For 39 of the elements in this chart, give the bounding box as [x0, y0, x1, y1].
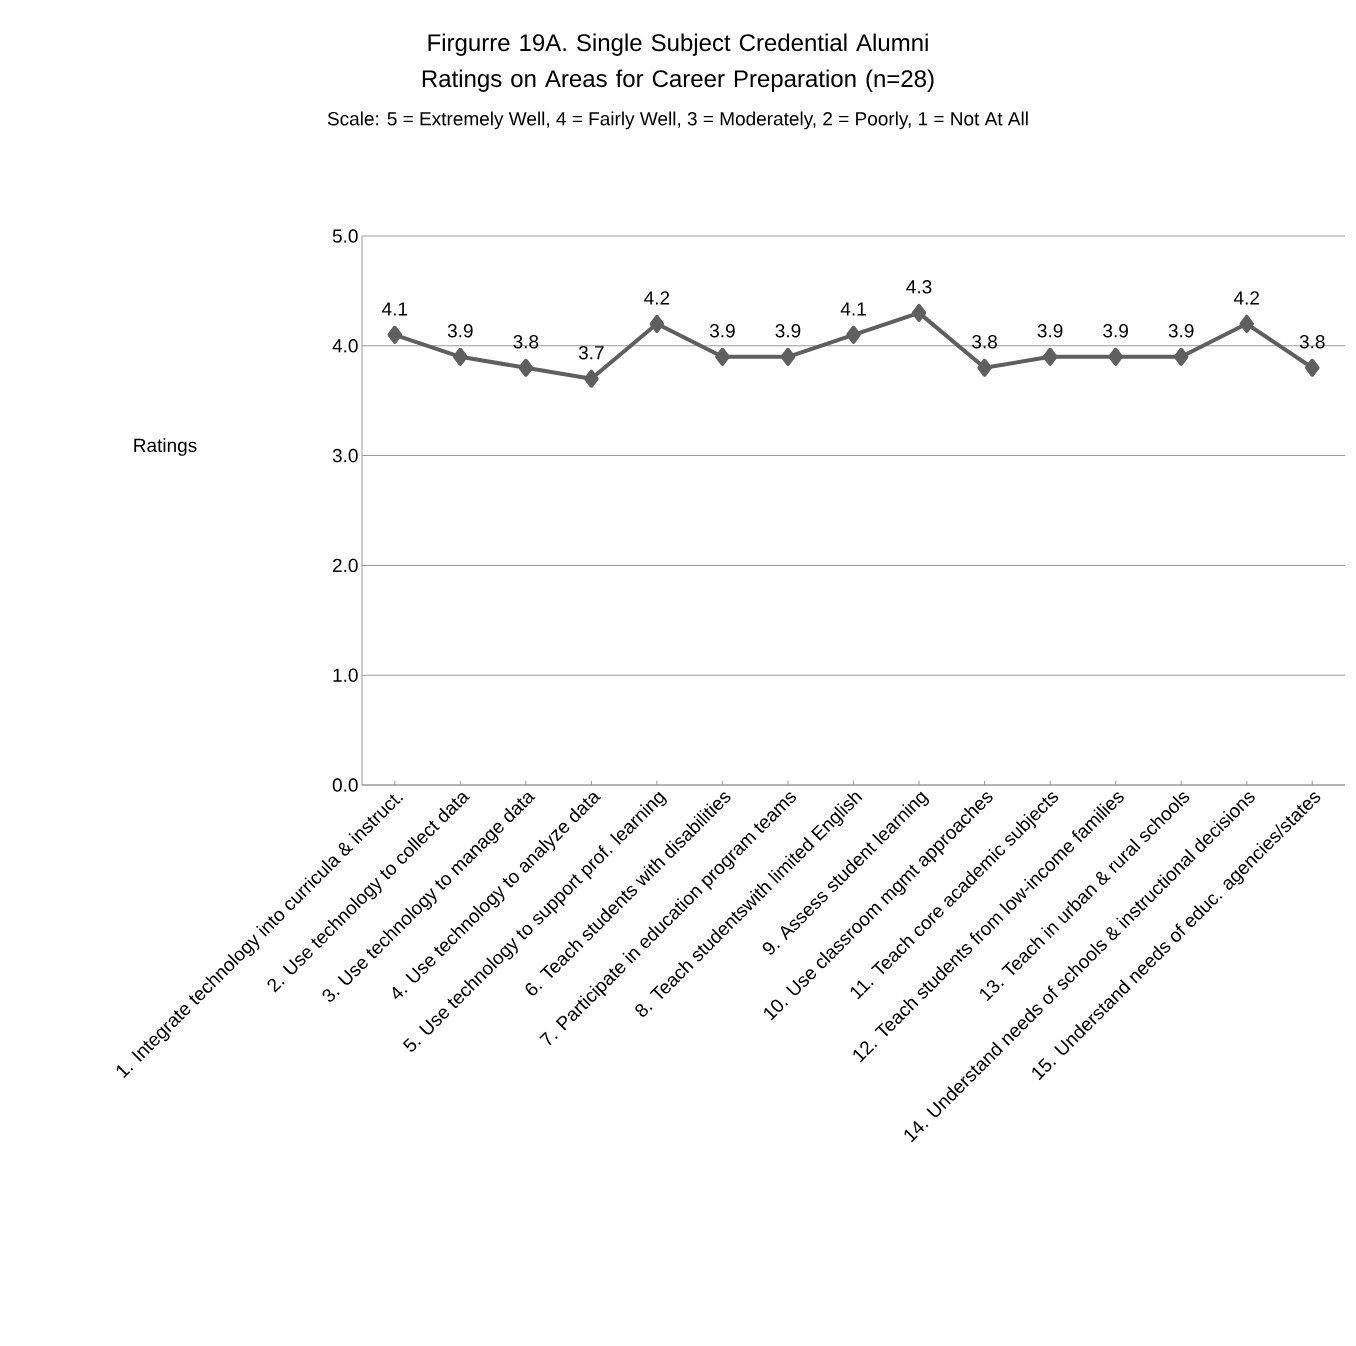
data-label: 3.9: [447, 323, 473, 338]
point: [977, 358, 992, 377]
point: [453, 347, 468, 366]
y-tick-label: 5.0: [332, 229, 358, 243]
point: [584, 369, 599, 388]
point: [1108, 347, 1123, 366]
data-label: 4.1: [382, 302, 408, 316]
point: [387, 325, 403, 344]
data-label: 3.9: [1037, 323, 1063, 338]
point: [1042, 347, 1058, 366]
chart-subtitle: Scale: 5 = Extremely Well, 4 = Fairly Well, 3 = Moderately, 2 = Poorly, 1 = Not At All: [327, 111, 1028, 130]
data-label: 3.8: [972, 334, 997, 349]
data-label: 3.9: [1103, 323, 1128, 338]
data-label: 3.9: [1168, 323, 1194, 338]
y-axis-title: Ratings: [134, 438, 197, 456]
y-tick-label: 4.0: [332, 339, 358, 353]
data-label: 4.1: [840, 302, 866, 316]
data-label: 3.8: [1299, 334, 1325, 349]
data-label: 3.9: [775, 323, 801, 338]
y-tick-label: 0.0: [332, 778, 358, 792]
point: [1305, 358, 1320, 377]
point: [649, 314, 665, 333]
point: [780, 347, 796, 366]
data-label: 3.7: [578, 345, 604, 360]
point: [518, 358, 534, 377]
point: [1173, 347, 1189, 366]
point: [846, 325, 861, 344]
data-label: 3.8: [513, 334, 539, 349]
data-label: 4.2: [644, 291, 670, 305]
y-tick-label: 3.0: [332, 448, 358, 463]
point: [715, 347, 730, 366]
y-tick-label: 1.0: [333, 668, 358, 682]
data-label: 3.9: [709, 323, 735, 338]
data-label: 4.2: [1233, 291, 1259, 305]
y-tick-label: 2.0: [333, 558, 358, 573]
point: [911, 303, 927, 322]
point: [1239, 314, 1254, 333]
chart-title: Firgurre 19A. Single Subject Credential Alumni Ratings on Areas for Career Preparation (n=28): [422, 33, 934, 92]
data-label: 4.3: [906, 280, 932, 294]
